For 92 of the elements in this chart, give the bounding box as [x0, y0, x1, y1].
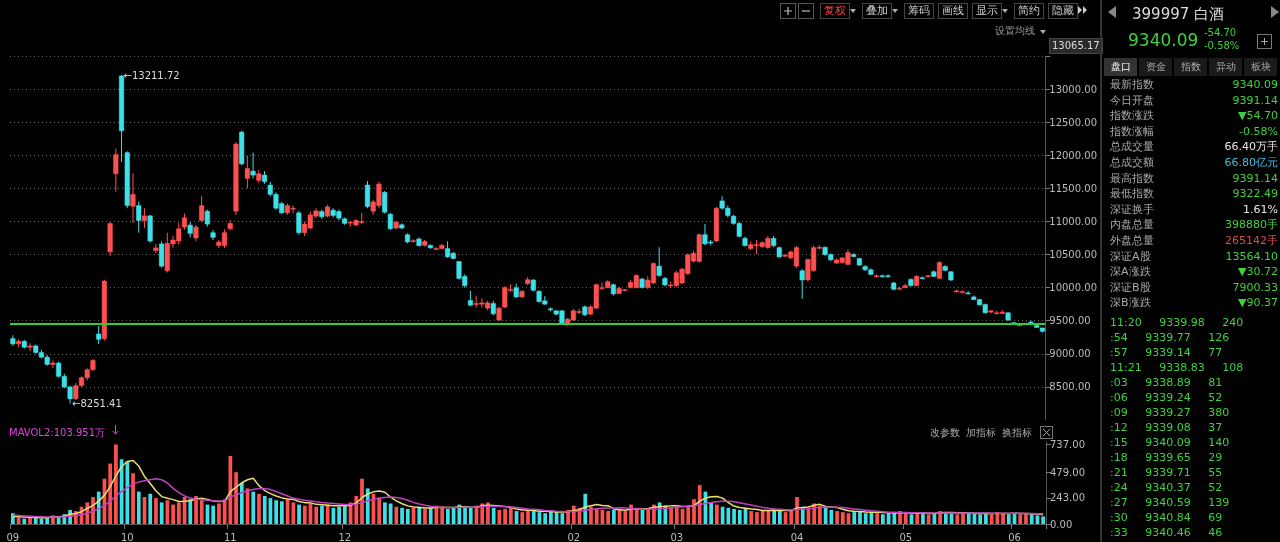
text: 11:21 9338.83 108 [1110, 361, 1244, 375]
category-label: 深证A股 [1110, 249, 1151, 264]
y-tick-label: 13000.00 [1049, 83, 1097, 95]
text: 13564.10 [1225, 249, 1278, 263]
text: 9391.14 [1232, 171, 1278, 185]
text: 复权 [820, 3, 850, 19]
text: :06 9339.24 52 [1110, 391, 1223, 405]
text: 板块 [1244, 58, 1277, 76]
x-tick-label: 10 [120, 531, 134, 542]
y-tick-label: 0.00 [1050, 518, 1073, 530]
x-tick-label: 12 [338, 531, 352, 542]
text: 7900.33 [1232, 280, 1278, 294]
text: ▼54.70 [1238, 109, 1278, 123]
text: 11:20 9339.98 240 [1110, 316, 1244, 330]
text: 1.61% [1243, 202, 1278, 216]
y-tick-label: 10500.00 [1049, 249, 1097, 261]
x-tick-label: 05 [899, 531, 913, 542]
annotation: ←13211.72 [123, 69, 180, 81]
text: 盘口 [1104, 58, 1137, 76]
text: :21 9339.71 55 [1110, 466, 1223, 480]
text: :09 9339.27 380 [1110, 406, 1230, 420]
text: 66.40万手 [1224, 140, 1278, 154]
text: 显示 [972, 3, 1002, 19]
category-label: 今日开盘 [1110, 93, 1154, 108]
text: :27 9340.59 139 [1110, 496, 1230, 510]
text: 加指标 [966, 426, 996, 440]
text: 399997 白酒 [1132, 5, 1225, 23]
text: 异动 [1209, 58, 1242, 76]
text: 9340.09 [1128, 30, 1199, 50]
annotation: ←8251.41 [72, 397, 122, 409]
text: 改参数 [930, 426, 960, 440]
text: :57 9339.14 77 [1110, 346, 1223, 360]
category-label: 总成交额 [1110, 156, 1154, 170]
text: ▼30.72 [1238, 265, 1278, 279]
text: 资金 [1139, 58, 1172, 76]
y-tick-label: 12500.00 [1049, 116, 1097, 128]
text: :33 9340.46 46 [1110, 526, 1223, 540]
text: -0.58% [1204, 40, 1240, 52]
y-tick-label: 479.00 [1050, 466, 1085, 478]
text: 66.80亿元 [1224, 156, 1278, 169]
category-label: 深A涨跌 [1110, 265, 1151, 280]
category-label: 深证B股 [1110, 280, 1151, 295]
text: :24 9340.37 52 [1110, 481, 1223, 495]
text: :54 9339.77 126 [1110, 331, 1230, 345]
x-tick-label: 02 [567, 531, 581, 542]
text: 隐藏 [1048, 3, 1078, 19]
x-tick-label: 04 [790, 531, 804, 542]
category-label: 深B涨跌 [1110, 296, 1151, 311]
category-label: 外盘总量 [1110, 234, 1154, 248]
text: 265142手 [1225, 234, 1278, 247]
text: :12 9339.08 37 [1110, 421, 1223, 435]
chart-title: MAVOL2:103.951万 [9, 426, 106, 438]
text: 9322.49 [1232, 187, 1278, 201]
text: 换指标 [1002, 426, 1032, 440]
y-tick-label: 12000.00 [1049, 149, 1097, 161]
category-label: 最新指数 [1110, 78, 1154, 92]
y-tick-label: 8500.00 [1049, 381, 1091, 393]
text: :15 9340.09 140 [1110, 436, 1230, 450]
y-tick-label: 11000.00 [1049, 215, 1097, 227]
text: ▼90.37 [1238, 296, 1278, 310]
text: 画线 [938, 3, 968, 19]
text: :03 9338.89 81 [1110, 376, 1223, 390]
text: 指数 [1174, 58, 1207, 76]
y-tick-label: 11500.00 [1049, 182, 1097, 194]
category-label: 深证换手 [1110, 202, 1154, 217]
text: 设置均线 [995, 24, 1035, 38]
text: 简约 [1014, 3, 1044, 19]
text: 筹码 [904, 3, 934, 19]
y-tick-label: 10000.00 [1049, 282, 1097, 294]
x-tick-label: 11 [224, 531, 237, 542]
category-label: 总成交量 [1110, 140, 1154, 155]
y-tick-label: 243.00 [1050, 492, 1085, 504]
x-tick-label: 09 [6, 531, 20, 542]
category-label: 最低指数 [1110, 187, 1154, 202]
category-label: 最高指数 [1110, 171, 1154, 186]
text: -54.70 [1204, 27, 1237, 39]
text: 叠加 [862, 3, 892, 19]
x-tick-label: 06 [1008, 531, 1021, 542]
text: :18 9339.65 29 [1110, 451, 1223, 465]
text: :30 9340.84 69 [1110, 511, 1223, 525]
y-tick-label: 737.00 [1050, 438, 1085, 450]
y-tick-label: 9500.00 [1049, 315, 1091, 327]
x-tick-label: 03 [670, 531, 684, 542]
y-tick-label: 9000.00 [1049, 348, 1091, 360]
text: 9340.09 [1232, 78, 1278, 91]
text: 13065.17 [1049, 38, 1103, 54]
text: 9391.14 [1232, 93, 1278, 107]
category-label: 指数涨幅 [1110, 124, 1154, 139]
category-label: 指数涨跌 [1110, 109, 1154, 124]
text: 398880手 [1225, 218, 1278, 232]
category-label: 内盘总量 [1110, 218, 1154, 233]
text: -0.58% [1239, 124, 1278, 138]
